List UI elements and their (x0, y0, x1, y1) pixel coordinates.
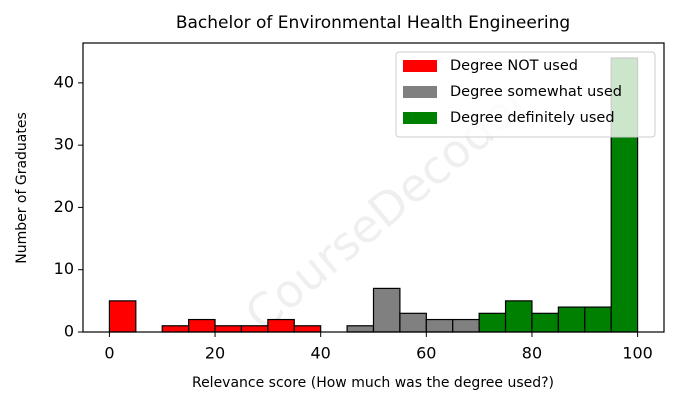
x-tick-label: 80 (522, 344, 542, 363)
x-axis-label: Relevance score (How much was the degree… (192, 375, 554, 391)
bar (584, 306, 612, 333)
y-axis-label: Number of Graduates (14, 112, 30, 264)
bar (214, 325, 243, 333)
bar (293, 325, 322, 333)
y-tick-label: 40 (54, 72, 74, 91)
bar (372, 287, 401, 333)
bar (161, 325, 190, 333)
x-tick-label: 100 (622, 344, 653, 363)
bar (399, 312, 427, 333)
x-tick-label: 20 (205, 344, 225, 363)
bar (240, 325, 269, 333)
legend-box (395, 51, 656, 138)
y-tick-label: 0 (64, 322, 74, 341)
bar (346, 325, 375, 333)
bar (425, 318, 454, 333)
x-tick-label: 60 (416, 344, 436, 363)
x-tick-label: 0 (104, 344, 114, 363)
bar (188, 318, 216, 333)
bar (267, 318, 295, 333)
x-tick-label: 40 (311, 344, 331, 363)
bar (557, 306, 586, 333)
legend-label: Degree NOT used (450, 58, 578, 74)
plot-frame (82, 42, 665, 333)
chart-title: Bachelor of Environmental Health Enginee… (176, 13, 570, 33)
y-tick-label: 30 (54, 135, 74, 154)
legend-swatch (403, 60, 437, 72)
legend-swatch (403, 112, 437, 124)
bar (531, 312, 559, 333)
bar (452, 318, 480, 333)
y-tick-label: 10 (54, 259, 74, 278)
legend-swatch (403, 86, 437, 98)
bar (504, 300, 533, 333)
legend-label: Degree somewhat used (450, 84, 622, 100)
bar (478, 312, 507, 333)
legend-label: Degree definitely used (450, 110, 615, 126)
bar (108, 300, 137, 333)
y-tick-label: 20 (54, 197, 74, 216)
